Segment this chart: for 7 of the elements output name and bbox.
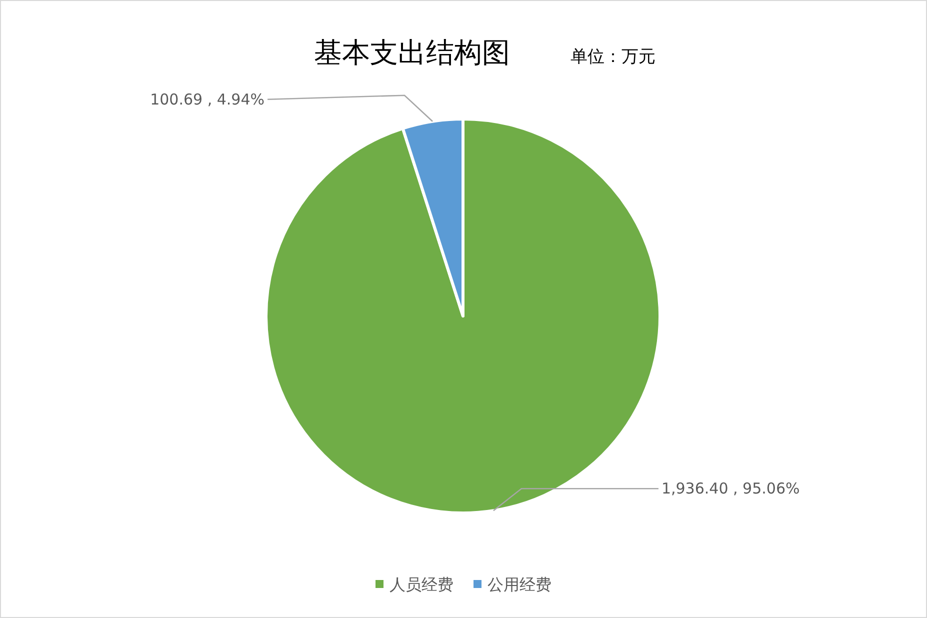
legend-label: 公用经费 — [488, 575, 552, 594]
data-label: 100.69 , 4.94% — [150, 90, 265, 108]
data-label: 1,936.40 , 95.06% — [661, 480, 800, 498]
chart-subtitle: 单位：万元 — [570, 47, 656, 67]
pie-slice — [264, 118, 662, 514]
legend-label: 人员经费 — [390, 575, 454, 594]
chart-title: 基本支出结构图 — [314, 36, 510, 69]
